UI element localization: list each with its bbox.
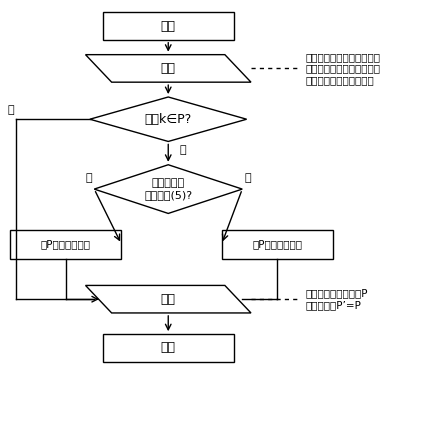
Text: 是: 是 [179, 145, 186, 155]
Text: 否: 否 [7, 105, 14, 115]
Text: 结束: 结束 [161, 341, 176, 354]
Text: 出口: 出口 [161, 293, 176, 306]
Text: 参数：返回新的路径P
值，同时令P’=P: 参数：返回新的路径P 值，同时令P’=P [306, 288, 368, 310]
Polygon shape [94, 165, 242, 214]
Text: 路径k∈P?: 路径k∈P? [145, 113, 192, 126]
Bar [103, 334, 234, 362]
Text: 参数：多路径路由选择算法
建立路径集合，各节点邻居
节点可信概率值存入内存: 参数：多路径路由选择算法 建立路径集合，各节点邻居 节点可信概率值存入内存 [306, 52, 381, 85]
Polygon shape [86, 285, 251, 313]
Text: 在P中预约该路径: 在P中预约该路径 [41, 239, 91, 249]
Bar [11, 230, 121, 259]
Polygon shape [90, 97, 247, 142]
Text: 入口: 入口 [161, 62, 176, 75]
Text: 满足不等式
约束条件(5)?: 满足不等式 约束条件(5)? [144, 178, 192, 200]
Text: 开始: 开始 [161, 20, 176, 33]
Text: 是: 是 [86, 173, 92, 183]
Bar [103, 12, 234, 40]
Text: 在P中删除该路径: 在P中删除该路径 [252, 239, 302, 249]
Bar [221, 230, 333, 259]
Text: 否: 否 [244, 173, 251, 183]
Polygon shape [86, 54, 251, 82]
